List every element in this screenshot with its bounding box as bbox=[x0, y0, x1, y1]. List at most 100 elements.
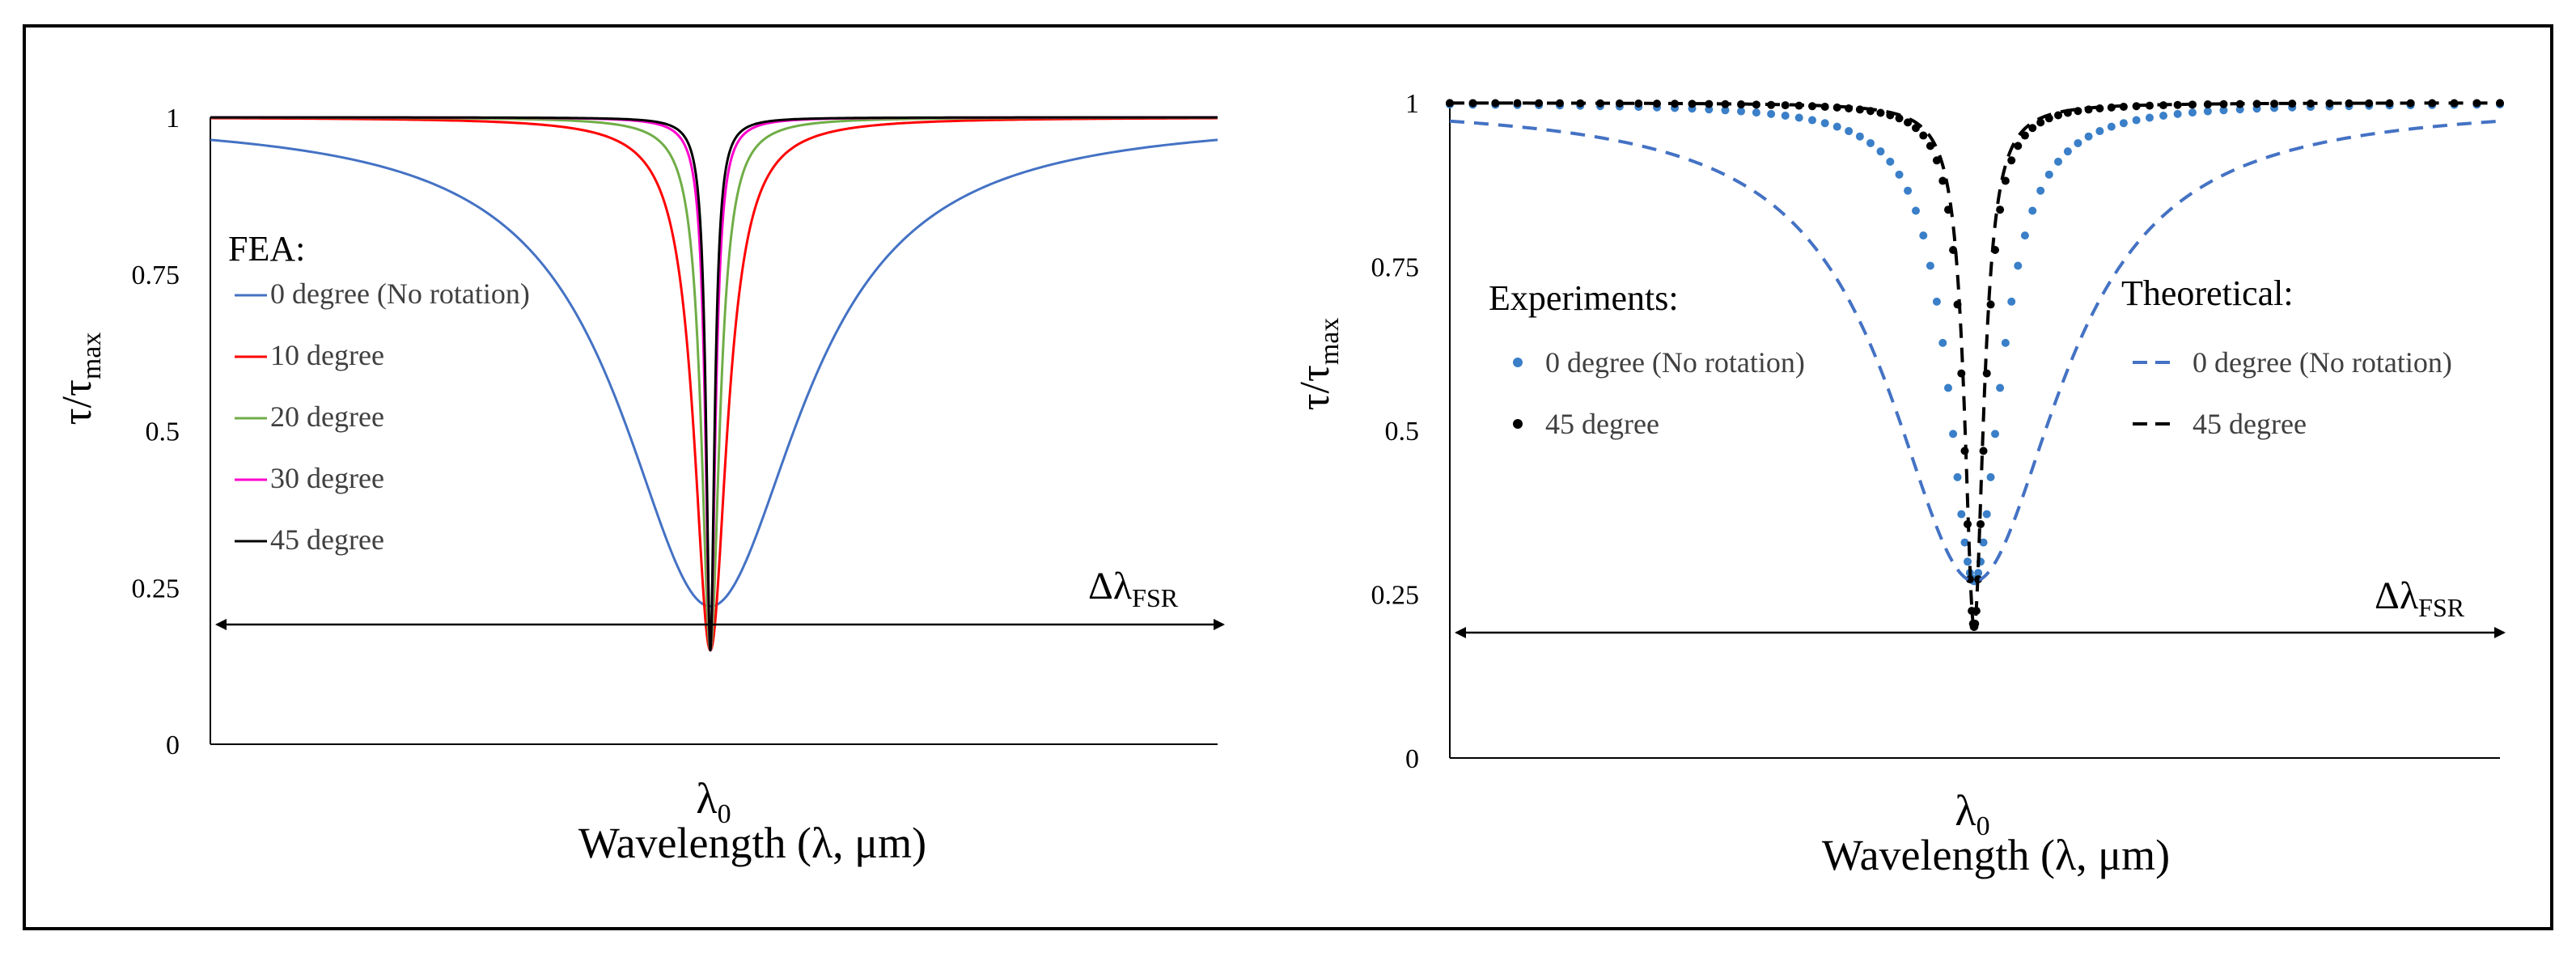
legend-entry-experiments-0: 0 degree (No rotation) bbox=[1545, 346, 1805, 379]
left-fsr-label: ΔλFSR bbox=[1088, 565, 1179, 612]
data-point bbox=[2173, 109, 2182, 118]
data-point bbox=[1904, 186, 1913, 195]
left-y-axis-label: τ/τmax bbox=[54, 332, 107, 426]
y-tick-label: 0.25 bbox=[1371, 581, 1420, 611]
right-fsr-label: ΔλFSR bbox=[2375, 574, 2465, 622]
data-point bbox=[1964, 557, 1972, 566]
data-point bbox=[1957, 510, 1966, 519]
data-point bbox=[1535, 99, 1544, 108]
right-axes bbox=[1449, 103, 2500, 759]
data-point bbox=[2159, 111, 2167, 120]
data-point bbox=[1513, 99, 1522, 108]
data-point bbox=[1855, 105, 1864, 114]
data-point bbox=[1820, 119, 1829, 128]
data-point bbox=[1986, 472, 1995, 481]
series-line-4 bbox=[210, 116, 1218, 652]
left-x-axis-label: Wavelength (λ, μm) bbox=[578, 819, 926, 867]
series-line-3 bbox=[210, 116, 1218, 652]
data-point bbox=[2028, 206, 2037, 215]
legend-swatch bbox=[1513, 358, 1523, 367]
data-point bbox=[1932, 297, 1941, 306]
legend-entry-theoretical-1: 45 degree bbox=[2193, 408, 2307, 440]
data-point bbox=[1912, 124, 1920, 133]
right-legend-title-theoretical: Theoretical: bbox=[2121, 273, 2294, 313]
data-point bbox=[1468, 99, 1477, 108]
left-x-center-label: λ0 bbox=[696, 774, 731, 829]
data-point bbox=[2270, 100, 2279, 108]
data-point bbox=[1876, 108, 1885, 117]
data-point bbox=[2345, 99, 2354, 108]
data-point bbox=[1491, 99, 1500, 108]
data-point bbox=[1991, 430, 1999, 438]
data-point bbox=[1932, 156, 1941, 165]
left-curves bbox=[210, 116, 1218, 652]
y-tick-label: 0 bbox=[1405, 744, 1419, 774]
data-point bbox=[1886, 157, 1895, 166]
legend-entry-3: 30 degree bbox=[270, 462, 384, 494]
data-point bbox=[1895, 114, 1904, 123]
y-tick-label: 1 bbox=[166, 104, 180, 133]
data-point bbox=[2014, 261, 2023, 270]
data-point bbox=[2054, 157, 2062, 166]
data-point bbox=[2028, 124, 2037, 133]
data-point bbox=[2001, 338, 2010, 347]
y-tick-label: 0.25 bbox=[132, 574, 180, 603]
data-point bbox=[1926, 142, 1934, 150]
series-dots-experiments-0 bbox=[1446, 100, 2504, 586]
data-point bbox=[1615, 99, 1624, 108]
data-point bbox=[2020, 131, 2029, 140]
data-point bbox=[2095, 127, 2104, 136]
data-point bbox=[1895, 170, 1904, 179]
data-point bbox=[1705, 100, 1714, 108]
right-legend: 0 degree (No rotation) 45 degree 0 degree … bbox=[1513, 346, 2452, 440]
data-point bbox=[1794, 113, 1803, 122]
data-point bbox=[1767, 109, 1776, 118]
data-point bbox=[1845, 127, 1854, 136]
data-point bbox=[1634, 99, 1643, 108]
data-point bbox=[2219, 100, 2228, 108]
data-point bbox=[1737, 107, 1745, 116]
data-point bbox=[2084, 132, 2093, 141]
data-point bbox=[1979, 447, 1988, 455]
right-y-axis-label: τ/τmax bbox=[1292, 318, 1345, 411]
data-point bbox=[1781, 101, 1790, 110]
y-tick-label: 0.75 bbox=[1371, 253, 1420, 283]
left-y-ticks: 0 0.25 0.5 0.75 1 bbox=[132, 104, 180, 760]
legend-entry-4: 45 degree bbox=[270, 523, 384, 556]
data-point bbox=[2145, 113, 2154, 122]
data-point bbox=[1953, 472, 1962, 481]
legend-entry-experiments-1: 45 degree bbox=[1545, 408, 1659, 440]
left-axes bbox=[210, 117, 1218, 745]
series-line-0 bbox=[210, 138, 1218, 608]
data-point bbox=[1919, 231, 1928, 240]
data-point bbox=[2007, 156, 2016, 165]
legend-entry-1: 10 degree bbox=[270, 339, 384, 371]
data-point bbox=[1912, 206, 1920, 215]
figure-frame bbox=[23, 24, 2553, 930]
data-point bbox=[1926, 261, 1934, 270]
data-point bbox=[1996, 205, 2005, 214]
data-point bbox=[2014, 142, 2023, 150]
data-point bbox=[2007, 297, 2016, 306]
data-point bbox=[1688, 100, 1697, 108]
legend-swatch bbox=[1513, 419, 1523, 429]
data-point bbox=[2054, 111, 2062, 120]
data-point bbox=[1866, 138, 1875, 147]
data-point bbox=[2020, 231, 2029, 240]
data-point bbox=[1721, 106, 1730, 115]
data-point bbox=[1876, 147, 1885, 156]
right-legend-title-experiments: Experiments: bbox=[1489, 278, 1679, 318]
data-point bbox=[1944, 383, 1952, 392]
data-point bbox=[2107, 122, 2116, 131]
legend-entry-2: 20 degree bbox=[270, 400, 384, 433]
data-point bbox=[1986, 300, 1995, 309]
data-point bbox=[2173, 100, 2182, 109]
data-point bbox=[1960, 538, 1969, 547]
data-point bbox=[1752, 108, 1760, 117]
data-point bbox=[1938, 176, 1947, 185]
left-legend-title: FEA: bbox=[228, 229, 305, 269]
y-tick-label: 0.75 bbox=[132, 260, 180, 290]
right-x-axis-label: Wavelength (λ, μm) bbox=[1822, 831, 2170, 879]
legend-entry-0: 0 degree (No rotation) bbox=[270, 277, 530, 310]
